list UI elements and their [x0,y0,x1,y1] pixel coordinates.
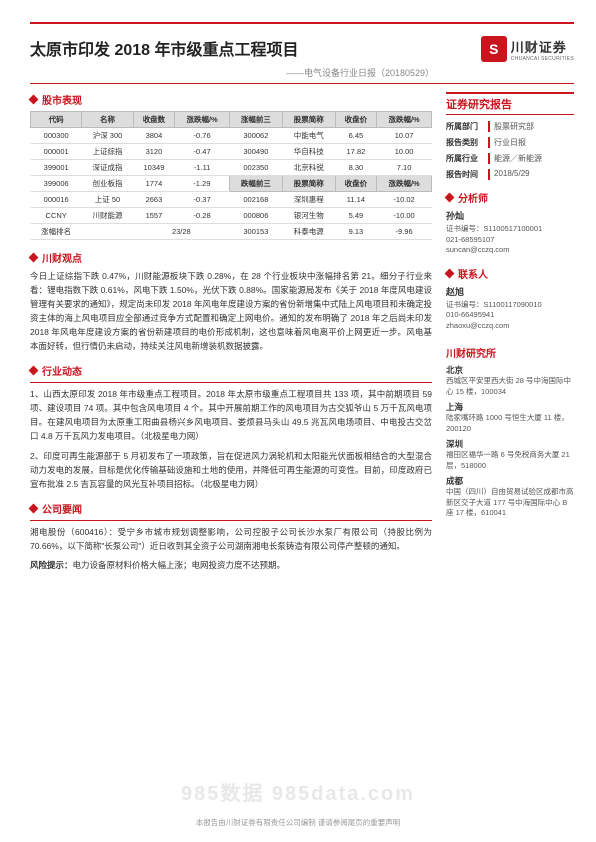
company-text: 湘电股份（600416）：受宁乡市城市规划调整影响，公司控股子公司长沙水泵厂有限… [30,525,432,553]
industry-p1: 1、山西太原印发 2018 年市级重点工程项目。2018 年太原市级重点工程项目… [30,387,432,443]
company-title: 公司要闻 [42,501,82,516]
city: 深圳 [446,438,574,450]
analyst-title: 分析师 [458,190,488,205]
rank-val: 23/28 [133,224,229,240]
stock-title: 股市表现 [42,92,82,107]
divider [30,520,432,521]
city: 上海 [446,401,574,413]
contact-title: 联系人 [458,266,488,281]
logo-en: CHUANCAI SECURITIES [511,56,574,62]
stock-table: 代码 名称 收盘数 涨跌幅/% 涨幅前三 股票简称 收盘价 涨跌幅/% 0003… [30,111,432,240]
th: 股票简称 [282,176,335,192]
addr: 福田区福华一路 6 号免税商务大厦 21 层，518000 [446,450,574,471]
risk-label: 风险提示： [30,560,73,570]
stock-section-head: 股市表现 [30,92,432,107]
analyst-tel: 021-68595107 [446,235,574,246]
table-row: 399001深证成指10349-1.11 002350北京科锐8.307.10 [31,160,432,176]
table-row: CCNY川财能源1557-0.28 000806银河生物5.49-10.00 [31,208,432,224]
logo-cn: 川财证券 [511,37,574,56]
contact-email: zhaoxu@cczq.com [446,321,574,332]
analyst-head: 分析师 [446,190,574,205]
viewpoint-title: 川财观点 [42,250,82,265]
side-report-title: 证券研究报告 [446,92,574,115]
logo-block: S 川财证券 CHUANCAI SECURITIES [481,36,574,62]
diamond-icon [29,366,39,376]
subtitle: ——电气设备行业日报（20180529） [30,66,574,79]
logo-icon: S [481,36,507,62]
th: 股票简称 [282,112,335,128]
th: 名称 [82,112,133,128]
side-val: 2018/5/29 [488,169,530,180]
risk-text: 电力设备原材料价格大幅上涨；电网投资力度不达预期。 [73,560,286,570]
viewpoint-text: 今日上证综指下跌 0.47%，川财能源板块下跌 0.28%，在 28 个行业板块… [30,269,432,353]
company-head: 公司要闻 [30,501,432,516]
analyst-cert: 证书编号：S1100517100001 [446,224,574,235]
th: 涨跌幅/% [377,112,432,128]
top-border [30,22,574,24]
footer: 本报告由川财证券有限责任公司编制 谨请参阅尾页的重要声明 [0,817,596,828]
th: 收盘价 [335,176,377,192]
institute-title: 川财研究所 [446,345,574,360]
side-val: 股票研究部 [488,121,534,132]
page-title: 太原市印发 2018 年市级重点工程项目 [30,36,299,60]
viewpoint-head: 川财观点 [30,250,432,265]
analyst-email: suncan@cczq.com [446,245,574,256]
th: 收盘数 [133,112,175,128]
city: 成都 [446,475,574,487]
red-divider [30,83,574,84]
addr: 西城区平安里西大街 28 号中海国际中心 15 楼，100034 [446,376,574,397]
industry-title: 行业动态 [42,363,82,378]
risk-block: 风险提示：电力设备原材料价格大幅上涨；电网投资力度不达预期。 [30,559,432,571]
contact-head: 联系人 [446,266,574,281]
table-row: 000001上证综指3120-0.47 300490华自科技17.8210.00 [31,144,432,160]
diamond-icon [29,504,39,514]
header: 太原市印发 2018 年市级重点工程项目 S 川财证券 CHUANCAI SEC… [30,36,574,62]
side-label: 报告时间 [446,169,488,180]
analyst-name: 孙灿 [446,209,574,222]
th: 收盘价 [335,112,377,128]
side-label: 所属行业 [446,153,488,164]
diamond-icon [445,268,455,278]
table-row: 399006创业板指1774-1.29 跌幅前三股票简称收盘价涨跌幅/% [31,176,432,192]
th: 跌幅前三 [229,176,282,192]
side-label: 报告类别 [446,137,488,148]
diamond-icon [29,95,39,105]
diamond-icon [445,193,455,203]
table-row: 000300沪深 3003804-0.76 300062中能电气6.4510.0… [31,128,432,144]
city: 北京 [446,364,574,376]
side-label: 所属部门 [446,121,488,132]
th: 涨跌幅/% [377,176,432,192]
watermark: 985数据 985data.com [181,777,415,806]
th: 涨幅前三 [229,112,282,128]
table-row: 涨幅排名23/28 300153科泰电源9.13-9.96 [31,224,432,240]
side-val: 行业日报 [488,137,526,148]
rank-label: 涨幅排名 [31,224,82,240]
addr: 中国（四川）自由贸易试验区成都市高新区交子大道 177 号中海国际中心 B 座 … [446,487,574,519]
sidebar: 证券研究报告 所属部门股票研究部 报告类别行业日报 所属行业能源／新能源 报告时… [446,92,574,571]
diamond-icon [29,253,39,263]
side-val: 能源／新能源 [488,153,542,164]
th: 涨跌幅/% [175,112,230,128]
contact-tel: 010-66495941 [446,310,574,321]
contact-cert: 证书编号：S1100117090010 [446,300,574,311]
industry-head: 行业动态 [30,363,432,378]
divider [30,382,432,383]
industry-p2: 2、印度可再生能源部于 5 月初发布了一项政策，旨在促进风力涡轮机和太阳能光伏面… [30,449,432,491]
table-row: 000016上证 502663-0.37 002168深圳惠程11.14-10.… [31,192,432,208]
addr: 陆家嘴环路 1000 号恒生大厦 11 楼，200120 [446,413,574,434]
main-column: 股市表现 代码 名称 收盘数 涨跌幅/% 涨幅前三 股票简称 收盘价 涨跌幅/%… [30,92,432,571]
th: 代码 [31,112,82,128]
contact-name: 赵旭 [446,285,574,298]
